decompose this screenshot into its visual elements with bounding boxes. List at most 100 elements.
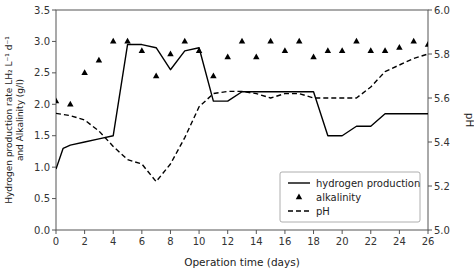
y-tick	[52, 72, 56, 73]
y-tick-label: 2.0	[34, 99, 50, 110]
x-tick	[342, 230, 343, 234]
y-tick-label: 3.5	[34, 5, 50, 16]
legend-label: hydrogen production	[316, 178, 420, 189]
y2-tick	[428, 10, 432, 11]
point	[267, 38, 273, 44]
legend-swatch	[288, 210, 310, 211]
axes: 024681012141618202224260.00.51.01.52.02.…	[34, 5, 450, 248]
x-tick	[141, 230, 142, 234]
x-tick-label: 18	[307, 236, 320, 247]
point	[124, 38, 130, 44]
x-tick-label: 24	[393, 236, 406, 247]
y2-tick-label: 5.4	[434, 137, 450, 148]
x-tick-label: 14	[250, 236, 263, 247]
point	[182, 38, 188, 44]
x-axis-label: Operation time (days)	[184, 256, 300, 268]
x-tick	[56, 230, 57, 234]
y2-tick	[428, 54, 432, 55]
x-tick-label: 20	[336, 236, 349, 247]
point	[368, 47, 374, 53]
y-tick-label: 0.0	[34, 225, 50, 236]
point	[96, 57, 102, 63]
point	[425, 41, 428, 47]
point	[210, 72, 216, 78]
y2-tick	[428, 98, 432, 99]
x-tick	[370, 230, 371, 234]
x-tick	[227, 230, 228, 234]
point	[410, 38, 416, 44]
point	[224, 54, 230, 60]
x-tick	[428, 230, 429, 234]
y-tick	[52, 10, 56, 11]
y-tick-label: 3.0	[34, 36, 50, 47]
y2-tick	[428, 186, 432, 187]
point	[139, 47, 145, 53]
x-tick	[199, 230, 200, 234]
point	[310, 54, 316, 60]
point	[153, 72, 159, 78]
y2-tick-label: 5.6	[434, 93, 450, 104]
y-axis-label: Hydrogen production rate LH₂ L⁻¹ d⁻¹and …	[4, 36, 25, 204]
legend-swatch	[296, 193, 302, 199]
point	[339, 47, 345, 53]
y-tick-label: 1.5	[34, 130, 50, 141]
x-tick	[284, 230, 285, 234]
legend: hydrogen production alkalinity pH	[280, 172, 420, 222]
point	[56, 98, 59, 104]
y2-tick	[428, 230, 432, 231]
y-tick	[52, 198, 56, 199]
point	[282, 47, 288, 53]
x-tick	[84, 230, 85, 234]
y-tick-label: 0.5	[34, 193, 50, 204]
x-tick	[170, 230, 171, 234]
legend-label: alkalinity	[316, 192, 361, 203]
x-tick-label: 26	[422, 236, 435, 247]
y2-tick-label: 5.0	[434, 225, 450, 236]
y-tick	[52, 167, 56, 168]
point	[296, 38, 302, 44]
point	[382, 47, 388, 53]
line-0	[56, 45, 428, 169]
y2-tick-label: 5.8	[434, 49, 450, 60]
y-tick-label: 2.5	[34, 67, 50, 78]
legend-swatch	[288, 182, 310, 183]
y2-axis-label: pH	[464, 113, 474, 128]
y2-tick-label: 5.2	[434, 181, 450, 192]
y2-tick-label: 6.0	[434, 5, 450, 16]
y2-tick	[428, 142, 432, 143]
x-tick-label: 16	[279, 236, 292, 247]
line-2	[56, 54, 428, 182]
x-tick-label: 22	[364, 236, 377, 247]
x-tick-label: 0	[53, 236, 59, 247]
point	[353, 38, 359, 44]
x-tick-label: 2	[81, 236, 87, 247]
point	[325, 47, 331, 53]
x-tick-label: 12	[221, 236, 234, 247]
x-tick-label: 10	[193, 236, 206, 247]
point	[253, 54, 259, 60]
point	[67, 101, 73, 107]
x-tick-label: 8	[167, 236, 173, 247]
x-tick	[399, 230, 400, 234]
y-tick	[52, 230, 56, 231]
y-tick	[52, 41, 56, 42]
point	[396, 44, 402, 50]
point	[196, 47, 202, 53]
x-tick-label: 6	[139, 236, 145, 247]
x-tick	[256, 230, 257, 234]
chart: 024681012141618202224260.00.51.01.52.02.…	[0, 0, 474, 272]
y-tick	[52, 135, 56, 136]
point	[239, 38, 245, 44]
legend-label: pH	[316, 206, 330, 217]
data	[56, 38, 428, 182]
x-tick	[313, 230, 314, 234]
legend-box	[280, 172, 420, 222]
point	[110, 38, 116, 44]
y-tick	[52, 104, 56, 105]
plot-frame	[56, 10, 428, 230]
point	[167, 50, 173, 56]
x-tick-label: 4	[110, 236, 116, 247]
x-tick	[113, 230, 114, 234]
point	[81, 69, 87, 75]
y-tick-label: 1.0	[34, 162, 50, 173]
